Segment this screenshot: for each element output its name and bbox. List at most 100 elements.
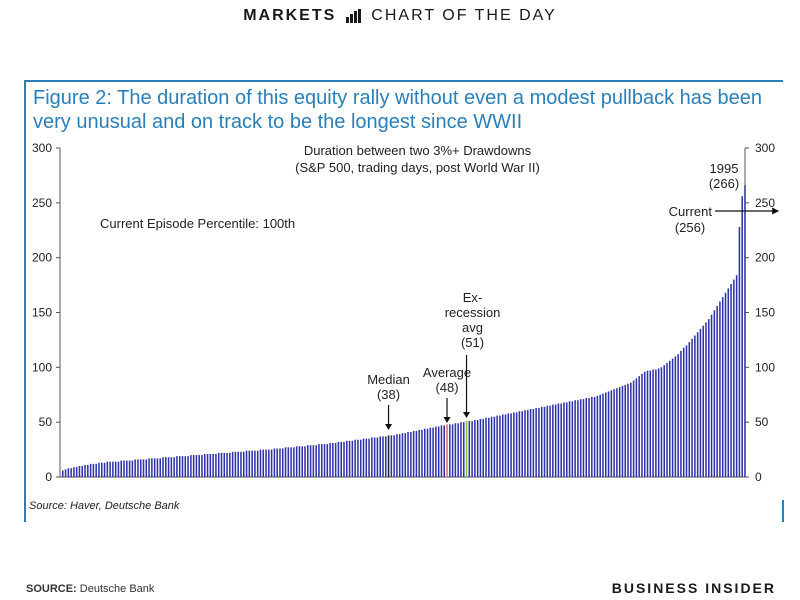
chart-bar [190, 455, 192, 477]
chart-bar [529, 409, 532, 477]
chart-bar [504, 414, 507, 477]
chart-bar [206, 453, 209, 477]
chart-bar [604, 392, 607, 477]
chart-bar [276, 448, 278, 477]
y-tick-label-right: 250 [755, 196, 775, 210]
chart-bar [307, 445, 309, 477]
chart-bar [641, 373, 643, 477]
chart-bar [293, 447, 295, 477]
chart-bar [298, 446, 301, 477]
chart-bar [73, 467, 75, 477]
chart-title: Duration between two 3%+ Drawdowns [304, 143, 532, 158]
median-annotation: (38) [377, 387, 400, 402]
y-tick-label-right: 0 [755, 470, 762, 484]
chart-bar [432, 427, 434, 477]
chart-bar [691, 338, 693, 477]
chart-bar [451, 424, 454, 477]
chart-bar [738, 226, 741, 477]
chart-bar [248, 450, 251, 477]
chart-bar [493, 416, 496, 477]
chart-bar [373, 437, 376, 477]
chart-bar [412, 430, 415, 477]
chart-bar [518, 411, 521, 477]
chart-bar [663, 365, 665, 477]
chart-bar [501, 414, 504, 477]
section-label: MARKETS [243, 7, 337, 24]
chart-bar [560, 403, 562, 477]
chart-bar [173, 457, 175, 477]
chart-bar [62, 470, 64, 477]
chart-bar [337, 441, 340, 477]
chart-bar [240, 451, 242, 477]
ex-recession-annotation: avg [462, 320, 483, 335]
chart-bar [198, 455, 200, 477]
chart-bar [318, 444, 320, 477]
figure-frame [24, 80, 784, 522]
chart-bar [613, 389, 615, 477]
chart-bar [627, 383, 629, 477]
y-tick-label-right: 150 [755, 306, 775, 320]
y-tick-label-right: 200 [755, 251, 775, 265]
chart-bar [538, 407, 540, 477]
chart-bar [496, 415, 498, 477]
chart-bar [103, 462, 106, 477]
figure-source-note: Source: Haver, Deutsche Bank [29, 500, 180, 512]
chart-bar [727, 288, 730, 477]
chart-bar [268, 449, 270, 477]
chart-bar [145, 459, 148, 477]
chart-bar [226, 452, 228, 477]
chart-bar [566, 402, 568, 477]
chart-bar [733, 279, 735, 477]
median-arrow-head [385, 424, 393, 430]
chart-bar [81, 466, 84, 477]
y-tick-label-right: 300 [755, 141, 775, 155]
y-tick-label-left: 200 [32, 251, 52, 265]
chart-bar [290, 447, 292, 477]
chart-bar [657, 368, 660, 477]
chart-bar [84, 464, 86, 477]
chart-bar [618, 387, 621, 477]
chart-bar [624, 384, 627, 477]
chart-bar [231, 451, 234, 477]
chart-bar [295, 446, 298, 477]
chart-bar [75, 467, 78, 477]
chart-bar [64, 469, 67, 477]
chart-bar [677, 354, 679, 477]
chart-bar [184, 456, 187, 477]
chart-bar [390, 435, 393, 477]
y-tick-label-left: 100 [32, 360, 52, 374]
chart-bar [507, 413, 510, 477]
chart-bar [265, 449, 267, 477]
chart-bar [371, 437, 373, 477]
chart-bar [220, 452, 223, 477]
chart-bar [70, 468, 72, 477]
percentile-annotation: Current Episode Percentile: 100th [100, 216, 295, 231]
chart-bar [123, 460, 125, 477]
chart-bar [513, 412, 515, 477]
chart-bar [354, 439, 356, 477]
chart-subtitle: (S&P 500, trading days, post World War I… [295, 160, 540, 175]
chart-bar [385, 436, 387, 477]
y-tick-label-left: 0 [45, 470, 52, 484]
y-tick-label-left: 50 [39, 415, 53, 429]
chart-bar [577, 400, 579, 477]
chart-bar [343, 441, 345, 477]
chart-bar [632, 380, 635, 477]
chart-bar [201, 455, 203, 477]
chart-bar [234, 451, 237, 477]
chart-bar [423, 428, 426, 477]
brand-logo: BUSINESS INSIDER [611, 580, 776, 596]
chart-bar [404, 433, 407, 477]
chart-bar [630, 382, 632, 477]
footer-source-label: SOURCE: [26, 583, 77, 595]
chart-bar [301, 446, 303, 477]
chart-bar [398, 434, 401, 477]
chart-bar [304, 446, 306, 477]
chart-bar [490, 416, 493, 477]
chart-bar [549, 405, 551, 477]
chart-bar [616, 388, 618, 477]
chart-bar [574, 400, 576, 477]
y-tick-label-left: 150 [32, 306, 52, 320]
chart-bar [407, 432, 409, 477]
chart-bar [410, 432, 412, 477]
